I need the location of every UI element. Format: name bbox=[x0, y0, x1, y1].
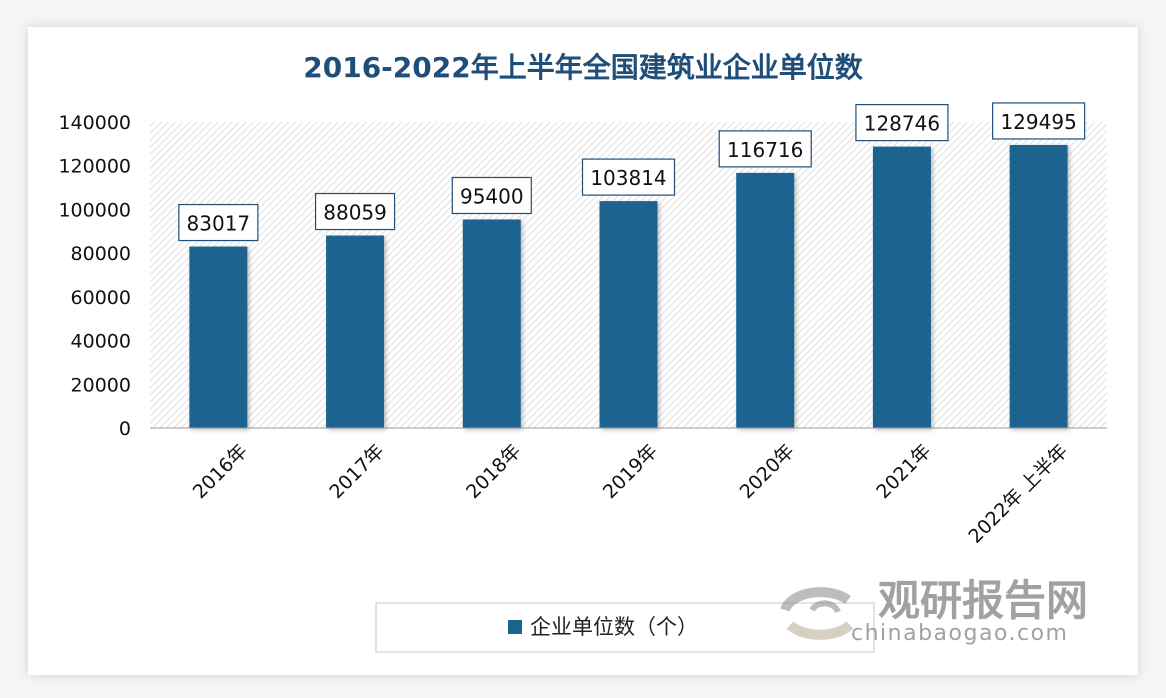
watermark-logo-icon bbox=[780, 587, 854, 640]
watermark-text: 观研报告网 bbox=[878, 576, 1088, 625]
y-tick-label: 140000 bbox=[58, 112, 131, 134]
data-label-box bbox=[178, 203, 259, 242]
watermark: 观研报告网 chinabaogao.com bbox=[780, 576, 1088, 646]
data-label-box bbox=[718, 130, 812, 168]
legend-swatch bbox=[508, 620, 522, 634]
data-label-box bbox=[855, 103, 949, 142]
data-label: 103814 bbox=[590, 166, 666, 190]
x-tick-label: 2018年 bbox=[462, 440, 525, 503]
data-label-box bbox=[451, 176, 532, 215]
bar bbox=[1009, 144, 1068, 428]
y-tick-label: 60000 bbox=[71, 287, 131, 309]
bar bbox=[736, 172, 795, 428]
data-label-box bbox=[581, 158, 676, 196]
data-label: 83017 bbox=[187, 212, 251, 236]
chart-title: 2016-2022年上半年全国建筑业企业单位数 bbox=[303, 51, 863, 84]
data-label: 129495 bbox=[1000, 110, 1076, 134]
x-tick-label: 2017年 bbox=[325, 440, 388, 503]
y-tick-label: 20000 bbox=[71, 374, 131, 396]
x-tick-label: 2021年 bbox=[872, 440, 935, 503]
bar bbox=[872, 146, 931, 428]
x-tick-label: 2019年 bbox=[599, 440, 662, 503]
data-label-box bbox=[314, 192, 396, 231]
y-tick-label: 120000 bbox=[58, 156, 131, 178]
bar bbox=[462, 219, 521, 428]
x-tick-label: 2022年 上半年 bbox=[964, 440, 1072, 548]
data-label: 116716 bbox=[727, 138, 803, 162]
data-label: 128746 bbox=[864, 112, 940, 136]
y-tick-label: 100000 bbox=[58, 199, 131, 221]
data-label: 95400 bbox=[460, 184, 524, 208]
legend-label: 企业单位数（个） bbox=[530, 615, 698, 639]
bar bbox=[599, 201, 658, 428]
y-tick-label: 0 bbox=[119, 418, 131, 440]
bar bbox=[189, 246, 248, 428]
y-tick-label: 80000 bbox=[71, 243, 131, 265]
watermark-url: chinabaogao.com bbox=[851, 621, 1068, 646]
data-label-box bbox=[992, 102, 1086, 140]
bar bbox=[326, 235, 385, 428]
y-tick-label: 40000 bbox=[71, 331, 131, 353]
data-label: 88059 bbox=[323, 201, 387, 225]
x-tick-label: 2020年 bbox=[736, 440, 799, 503]
x-tick-label: 2016年 bbox=[189, 440, 252, 503]
